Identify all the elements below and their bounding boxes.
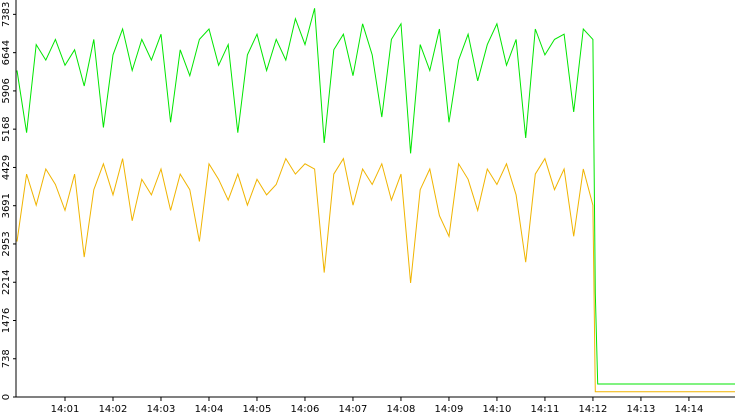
y-tick-label: 4429 <box>1 155 12 180</box>
x-tick-label: 14:13 <box>627 404 656 415</box>
x-tick-label: 14:07 <box>339 404 368 415</box>
x-tick-label: 14:08 <box>387 404 416 415</box>
y-tick-label: 5168 <box>1 116 12 141</box>
y-tick-label: 1476 <box>1 308 12 333</box>
series-line <box>16 157 735 393</box>
x-tick-label: 14:12 <box>579 404 608 415</box>
y-tick-label: 7383 <box>1 2 12 27</box>
x-tick-label: 14:01 <box>51 404 80 415</box>
y-tick-label: 0 <box>1 394 12 400</box>
x-tick-label: 14:04 <box>195 404 224 415</box>
x-tick-label: 14:03 <box>147 404 176 415</box>
x-tick-label: 14:06 <box>291 404 320 415</box>
x-tick-label: 14:05 <box>243 404 272 415</box>
x-tick-label: 14:11 <box>531 404 560 415</box>
x-tick-label: 14:14 <box>675 404 704 415</box>
series-line <box>16 8 735 385</box>
y-tick-label: 738 <box>1 349 12 368</box>
x-tick-label: 14:10 <box>483 404 512 415</box>
y-tick-label: 5906 <box>1 78 12 103</box>
y-tick-label: 3691 <box>1 193 12 218</box>
y-tick-label: 6644 <box>1 40 12 65</box>
x-tick-label: 14:09 <box>435 404 464 415</box>
y-tick-label: 2953 <box>1 231 12 256</box>
x-tick-label: 14:02 <box>99 404 128 415</box>
y-tick-label: 2214 <box>1 270 12 295</box>
